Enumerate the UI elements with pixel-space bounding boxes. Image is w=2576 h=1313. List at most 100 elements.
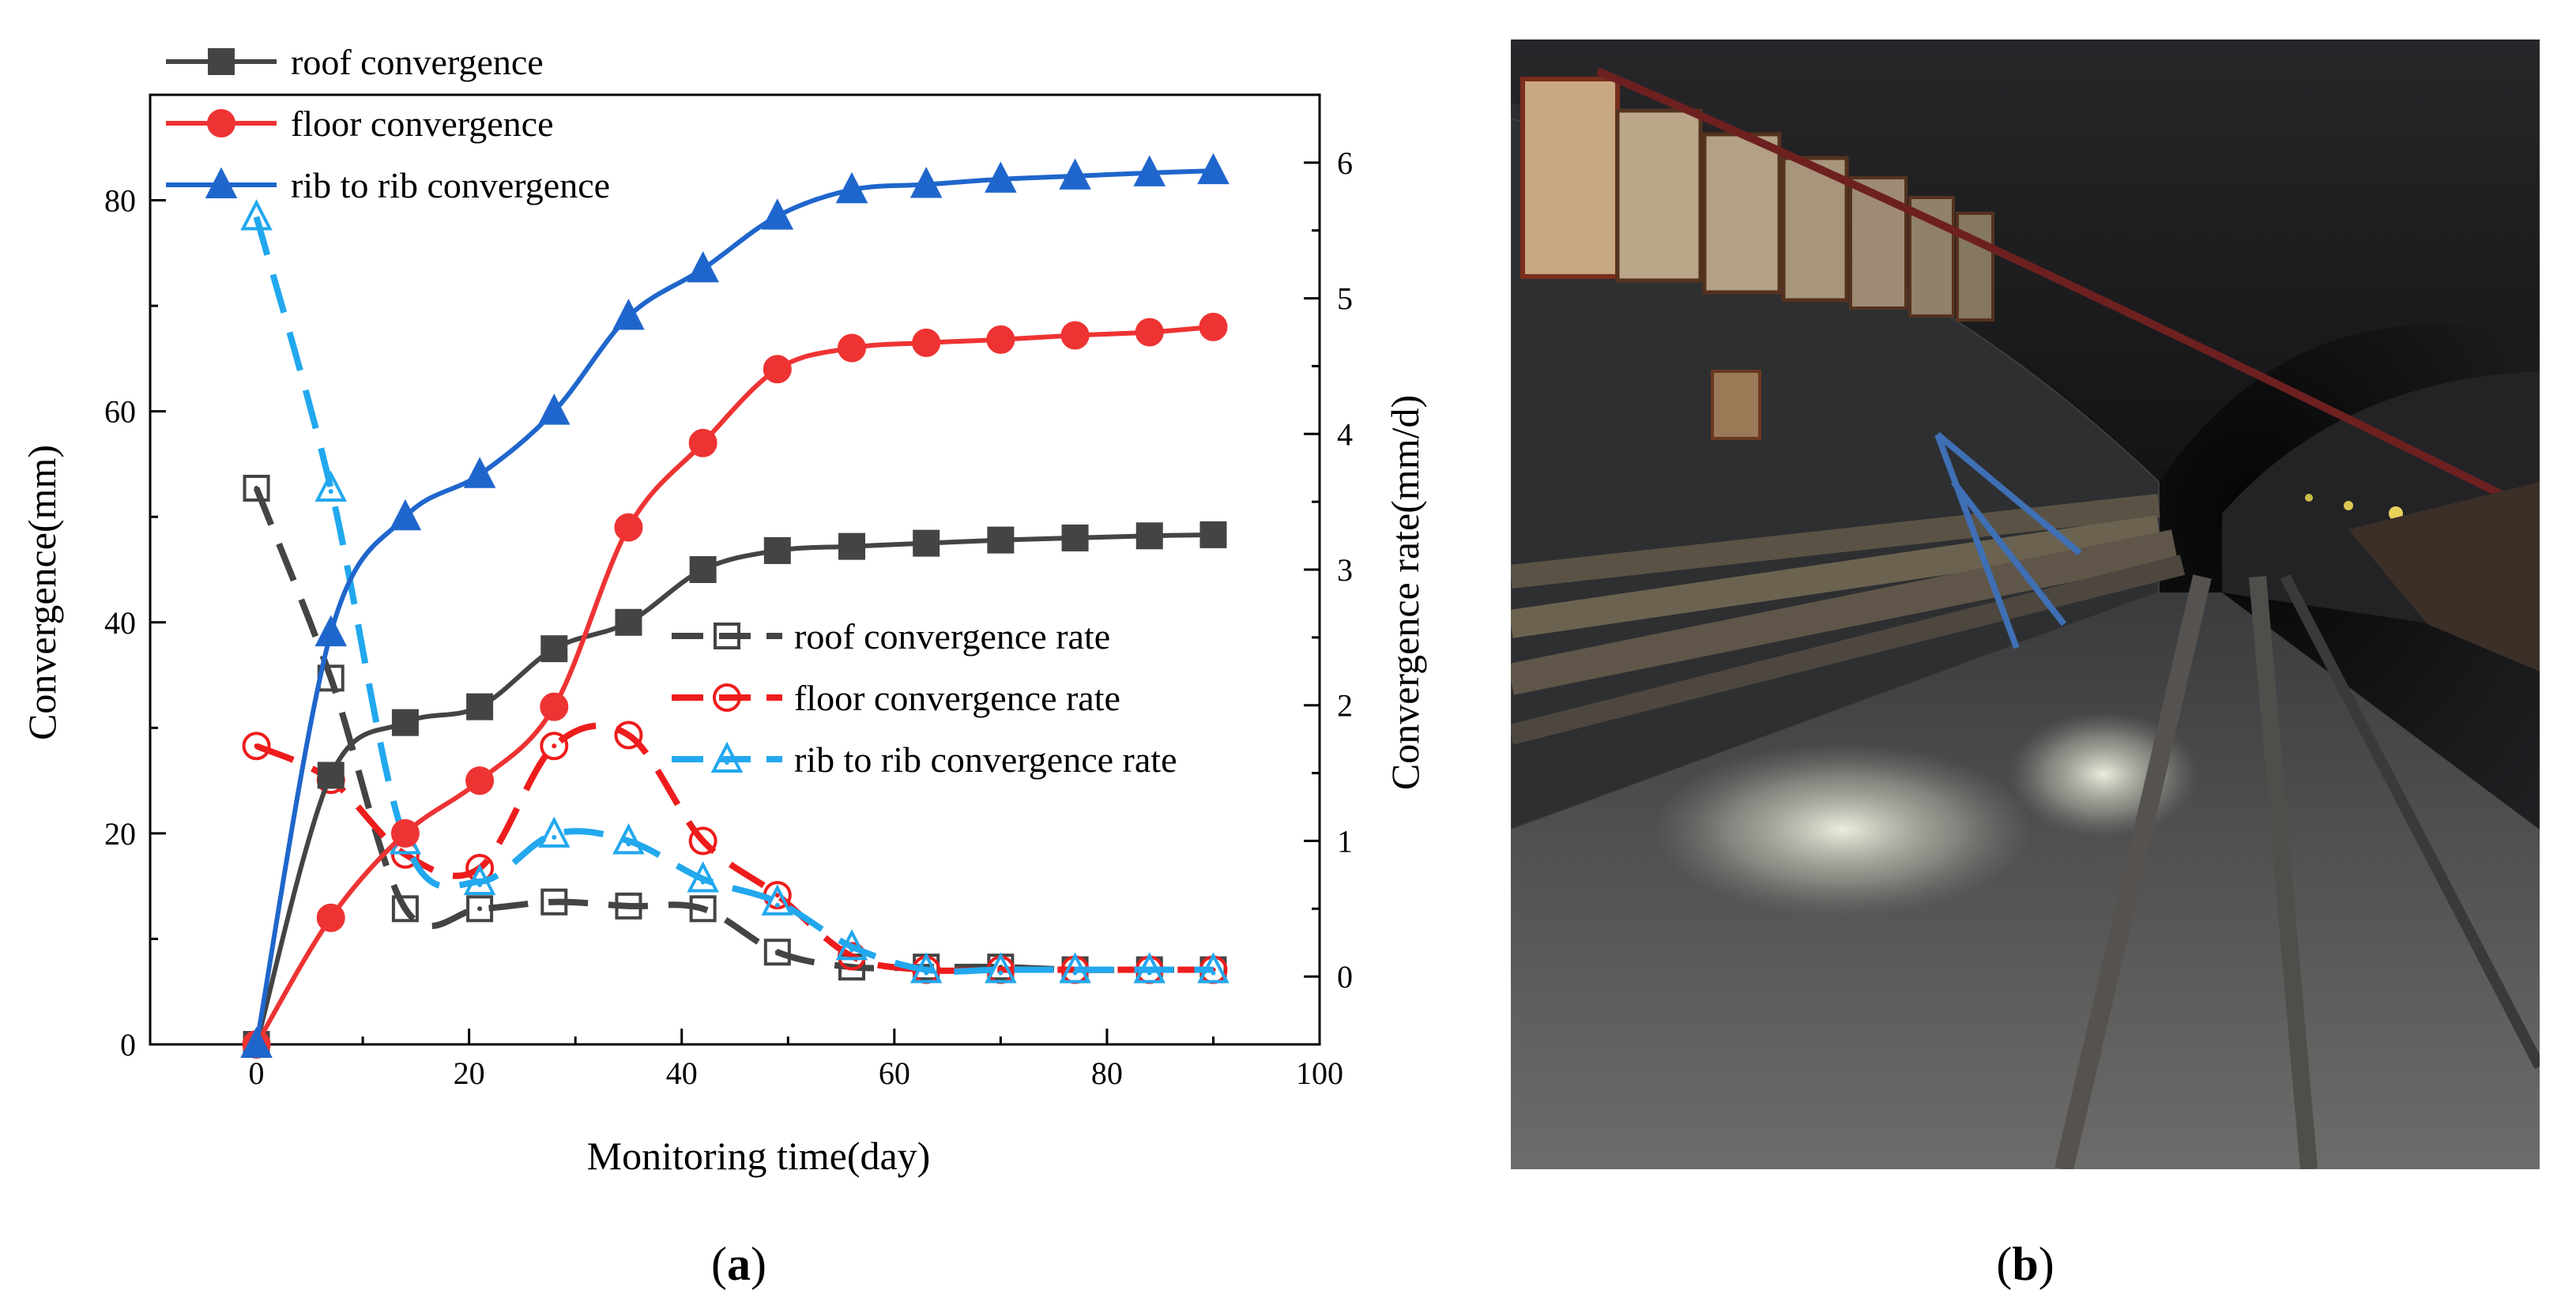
series-layer xyxy=(240,152,1230,1059)
data-point xyxy=(1061,524,1089,551)
data-point xyxy=(240,199,273,231)
data-point xyxy=(1199,521,1227,548)
data-point xyxy=(985,161,1017,193)
legend-label: roof convergence xyxy=(291,42,544,82)
y-tick-label: 40 xyxy=(104,605,136,641)
data-point-dot xyxy=(626,841,631,847)
plot-border xyxy=(149,93,1321,1046)
data-point xyxy=(314,615,348,647)
data-point xyxy=(763,536,791,564)
legend-item-floor-convergence-rate: floor convergence rate xyxy=(672,678,1120,718)
data-point-dot xyxy=(774,893,780,898)
legend-item-rib-to-rib-convergence: rib to rib convergence xyxy=(166,165,610,205)
y-tick-label: 60 xyxy=(104,394,136,430)
data-point-dot xyxy=(402,906,408,912)
data-point xyxy=(540,888,568,916)
data-point xyxy=(763,355,792,384)
data-point xyxy=(835,928,868,961)
panel-label-b: (b) xyxy=(1996,1238,2054,1290)
series-roof-convergence xyxy=(243,521,1227,1058)
data-point-dot xyxy=(774,950,780,955)
data-point xyxy=(243,474,270,502)
legend-item-rib-to-rib-convergence-rate: rib to rib convergence rate xyxy=(672,739,1177,780)
legend-marker xyxy=(714,623,740,649)
data-point-dot xyxy=(477,882,483,887)
legend-item-roof-convergence-rate: roof convergence rate xyxy=(672,616,1110,656)
data-point-dot xyxy=(254,743,259,749)
data-point xyxy=(1199,312,1228,341)
data-point-dot xyxy=(998,970,1004,976)
data-point xyxy=(912,328,941,357)
data-point xyxy=(761,198,794,230)
data-point-dot xyxy=(477,906,483,912)
data-point xyxy=(466,895,494,923)
series-line xyxy=(254,532,1214,1045)
data-point xyxy=(537,393,571,425)
y-tick-label: 80 xyxy=(104,183,136,219)
data-point xyxy=(910,167,943,198)
data-point xyxy=(463,863,496,895)
legend-marker-dot xyxy=(725,760,729,765)
y2-tick-label: 6 xyxy=(1337,145,1353,181)
series-line xyxy=(253,216,1214,975)
y2-tick-label: 2 xyxy=(1337,688,1353,724)
data-point-dot xyxy=(552,899,557,905)
data-point xyxy=(612,299,645,330)
data-point-dot xyxy=(700,906,706,912)
data-point xyxy=(1197,152,1230,185)
data-point-dot xyxy=(254,485,259,491)
data-point xyxy=(913,529,940,557)
legend-label: roof convergence rate xyxy=(794,616,1110,656)
legend-label: rib to rib convergence xyxy=(291,165,610,205)
panel-b-paren-left: ( xyxy=(1996,1238,2012,1290)
data-point xyxy=(1133,952,1166,984)
data-point xyxy=(1060,321,1090,350)
plot-frame xyxy=(149,93,1321,1046)
data-point xyxy=(465,766,495,796)
data-point xyxy=(537,816,571,848)
data-point xyxy=(688,428,717,457)
series-line xyxy=(254,168,1214,1045)
data-point xyxy=(242,732,271,761)
data-point xyxy=(314,470,348,502)
data-point xyxy=(391,895,419,923)
data-point-dot xyxy=(924,970,929,976)
data-point xyxy=(689,556,717,583)
data-point xyxy=(240,1026,273,1058)
legend-item-floor-convergence: floor convergence xyxy=(166,103,554,144)
panel-b-letter: b xyxy=(2012,1238,2038,1290)
data-point-dot xyxy=(552,743,557,749)
data-point xyxy=(466,693,494,720)
data-point-dot xyxy=(1147,970,1152,976)
y2-tick-label: 5 xyxy=(1337,281,1353,317)
tunnel-photo xyxy=(1511,40,2540,1169)
data-point xyxy=(1059,952,1091,984)
data-point xyxy=(317,762,345,789)
legend-label: rib to rib convergence rate xyxy=(794,739,1177,780)
tunnel-photo-illustration xyxy=(1511,40,2540,1169)
legend-convergence: roof convergence floor convergence rib to … xyxy=(166,42,610,205)
y2-tick-label: 4 xyxy=(1337,416,1353,452)
y-axis-title: Convergence(mm) xyxy=(20,445,64,740)
data-point xyxy=(1135,522,1163,550)
data-point-dot xyxy=(1072,970,1078,976)
data-point-dot xyxy=(328,675,333,681)
y2-tick-label: 1 xyxy=(1337,823,1353,859)
legend-marker-dot xyxy=(725,634,729,638)
data-point xyxy=(986,325,1015,354)
data-point xyxy=(910,952,943,984)
y-tick-label: 0 xyxy=(120,1027,136,1063)
data-point xyxy=(761,884,794,916)
data-point xyxy=(838,333,866,363)
legend-marker-dot xyxy=(725,695,729,700)
data-point xyxy=(835,171,868,204)
data-point xyxy=(614,720,643,750)
data-point-dot xyxy=(700,879,706,885)
legend-convergence-rate: roof convergence rate floor convergence r… xyxy=(672,616,1177,780)
x-axis-title: Monitoring time(day) xyxy=(587,1134,931,1178)
data-point-dot xyxy=(254,217,259,223)
data-point-dot xyxy=(626,903,631,909)
data-point xyxy=(612,823,645,855)
data-point-dot xyxy=(552,834,557,840)
data-point xyxy=(1197,952,1230,984)
